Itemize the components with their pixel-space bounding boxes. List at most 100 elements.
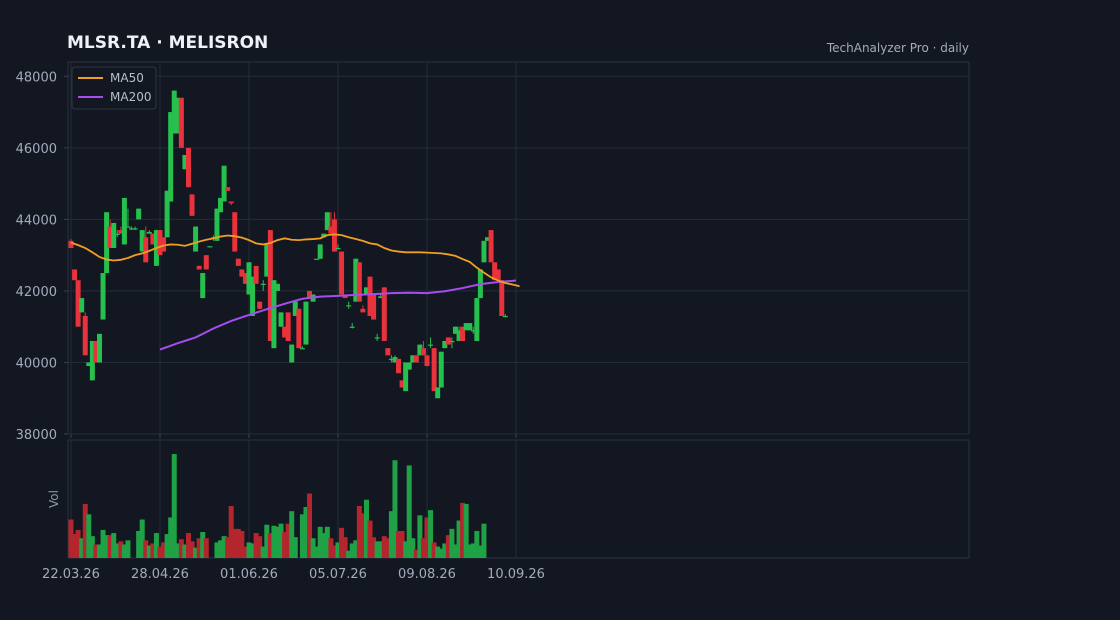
volume-bar: [310, 538, 316, 558]
volume-bar: [410, 538, 416, 558]
volume-bar: [396, 530, 402, 558]
candle-body: [278, 312, 284, 327]
volume-bar: [374, 541, 380, 558]
candle-body: [150, 233, 156, 245]
candle-body: [460, 326, 466, 341]
candle-body: [68, 240, 74, 248]
volume-bar: [253, 533, 259, 558]
volume-bar: [171, 454, 177, 558]
candle-body: [274, 283, 280, 291]
volume-bar: [214, 542, 220, 558]
candle-body: [314, 258, 320, 260]
y-axis-ticks: 38000 40000 42000 44000 46000 48000: [16, 70, 68, 443]
volume-bar: [321, 533, 327, 558]
volume-bar: [307, 493, 313, 558]
volume-bar: [420, 538, 426, 558]
candle-body: [303, 301, 309, 345]
x-axis-ticks: 22.03.26 28.04.26 01.06.26 05.07.26 09.08.26…: [42, 434, 545, 582]
volume-bar: [339, 527, 345, 558]
volume-bar: [467, 544, 473, 558]
volume-bar: [246, 542, 252, 558]
candle-body: [424, 355, 430, 367]
volume-bar: [68, 519, 74, 558]
candle-body: [381, 287, 387, 341]
volume-bars: [68, 454, 487, 558]
candle-body: [499, 280, 505, 316]
candle-body: [431, 348, 437, 392]
candle-body: [100, 273, 106, 320]
candle-body: [203, 255, 209, 270]
candle-body: [428, 344, 434, 346]
candle-body: [392, 357, 398, 363]
volume-bar: [403, 541, 409, 558]
candle-body: [317, 244, 323, 259]
candle-body: [296, 308, 302, 349]
candle-body: [164, 190, 170, 238]
volume-bar: [228, 506, 234, 558]
volume-bar: [328, 538, 334, 558]
volume-bar: [235, 528, 241, 558]
volume-bar: [185, 533, 191, 558]
volume-bar: [100, 529, 106, 558]
volume-bar: [385, 538, 391, 558]
volume-bar: [257, 536, 263, 558]
candle-body: [410, 355, 416, 363]
volume-bar: [438, 548, 444, 558]
candle-body: [82, 315, 88, 356]
price-grid: [68, 62, 969, 435]
volume-bar: [196, 538, 202, 558]
candle-body: [399, 380, 405, 388]
candle-body: [331, 219, 337, 252]
volume-bar: [346, 550, 352, 558]
candle-body: [79, 298, 85, 313]
candle-body: [360, 308, 366, 313]
x-tick-label: 10.09.26: [487, 567, 545, 582]
volume-bar: [153, 533, 159, 558]
candle-body: [257, 301, 263, 309]
candle-body: [502, 315, 508, 318]
volume-axis-label: Vol: [47, 490, 61, 508]
candle-body: [178, 97, 184, 148]
candle-body: [417, 344, 423, 356]
volume-bar: [232, 528, 238, 558]
volume-bar: [278, 523, 284, 558]
volume-bar: [189, 541, 195, 558]
volume-bar: [72, 534, 78, 558]
volume-bar: [164, 534, 170, 558]
candle-body: [321, 233, 327, 238]
volume-bar: [193, 547, 199, 558]
candle-body: [129, 228, 135, 230]
candle-body: [378, 296, 384, 299]
volume-bar: [299, 514, 305, 558]
x-tick-label: 01.06.26: [220, 567, 278, 582]
candle-body: [242, 273, 248, 284]
legend: MA50 MA200: [71, 66, 157, 110]
candle-body: [239, 269, 245, 277]
volume-bar: [317, 526, 323, 558]
volume-bar: [452, 544, 458, 558]
volume-bar: [143, 540, 149, 558]
y-tick-label: 40000: [16, 356, 57, 371]
volume-bar: [161, 542, 167, 558]
volume-bar: [406, 465, 412, 558]
x-tick-label: 09.08.26: [398, 567, 456, 582]
volume-bar: [431, 542, 437, 558]
volume-bar: [428, 510, 434, 558]
volume-bar: [271, 525, 277, 558]
volume-bar: [349, 543, 355, 558]
candle-body: [93, 341, 99, 363]
volume-bar: [282, 532, 288, 558]
source-label: TechAnalyzer Pro · daily: [826, 41, 969, 55]
volume-bar: [264, 524, 270, 558]
candle-body: [438, 351, 444, 388]
volume-bar: [139, 519, 145, 558]
candle-body: [189, 194, 195, 216]
candle-body: [89, 341, 95, 381]
candle-body: [442, 341, 448, 349]
legend-label-ma50: MA50: [110, 71, 144, 85]
volume-bar: [239, 530, 245, 558]
candle-body: [346, 305, 352, 307]
candle-body: [474, 298, 480, 341]
volume-bar: [303, 507, 309, 558]
